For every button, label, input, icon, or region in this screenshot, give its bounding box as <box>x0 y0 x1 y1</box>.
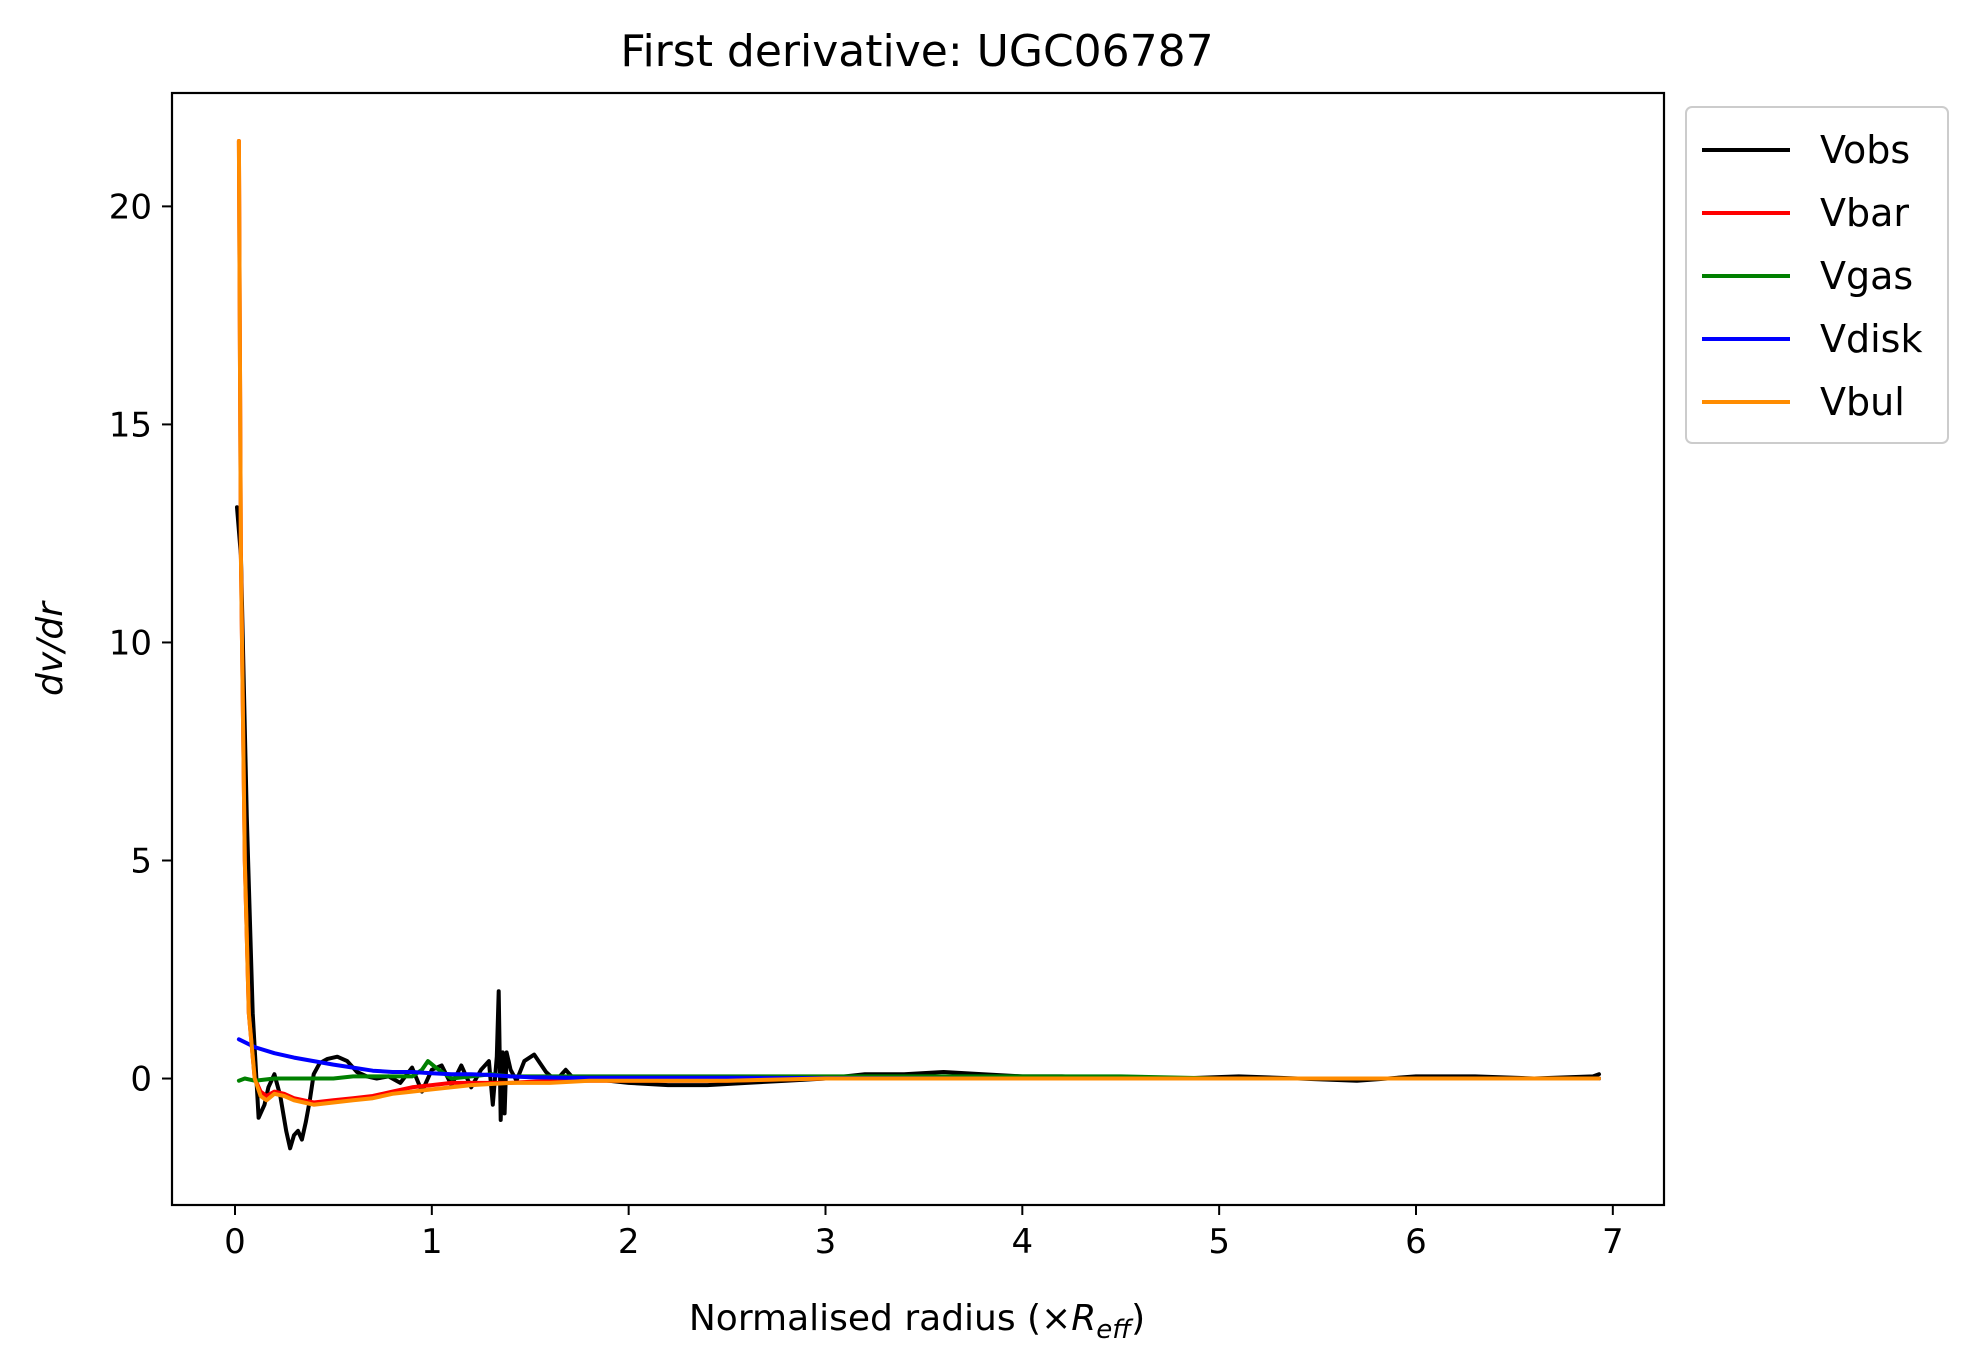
x-tick-label: 5 <box>1208 1222 1230 1262</box>
y-axis-label: dv/dr <box>30 600 71 696</box>
series-line-vbul <box>236 139 1601 1107</box>
x-tick-label: 1 <box>421 1222 443 1262</box>
legend-label-vdisk: Vdisk <box>1820 317 1922 361</box>
x-tick-label: 6 <box>1405 1222 1427 1262</box>
chart-title: First derivative: UGC06787 <box>620 26 1213 77</box>
x-axis: 0 1 2 3 4 5 6 7 <box>224 1205 1624 1262</box>
x-tick-label: 2 <box>618 1222 640 1262</box>
series-line-vgas <box>236 1059 1601 1083</box>
series-line-vobs <box>235 505 1601 1151</box>
y-tick-label: 15 <box>109 405 152 445</box>
x-tick-label: 0 <box>224 1222 246 1262</box>
x-tick-label: 7 <box>1602 1222 1624 1262</box>
legend-label-vbul: Vbul <box>1820 380 1905 424</box>
legend-label-vgas: Vgas <box>1820 254 1913 298</box>
plot-frame <box>170 91 1666 1207</box>
legend-label-vobs: Vobs <box>1820 128 1910 172</box>
series-group <box>235 139 1601 1151</box>
x-axis-label: Normalised radius (×Reff) <box>689 1298 1145 1345</box>
y-axis: 0 5 10 15 20 <box>109 187 172 1100</box>
y-tick-label: 10 <box>109 623 152 663</box>
x-tick-label: 4 <box>1012 1222 1034 1262</box>
legend-label-vbar: Vbar <box>1820 191 1909 235</box>
y-tick-label: 0 <box>130 1060 152 1100</box>
y-tick-label: 5 <box>130 841 152 881</box>
legend: Vobs Vbar Vgas Vdisk Vbul <box>1685 106 1949 444</box>
y-tick-label: 20 <box>109 187 152 227</box>
legend-frame <box>1685 106 1949 444</box>
x-tick-label: 3 <box>815 1222 837 1262</box>
